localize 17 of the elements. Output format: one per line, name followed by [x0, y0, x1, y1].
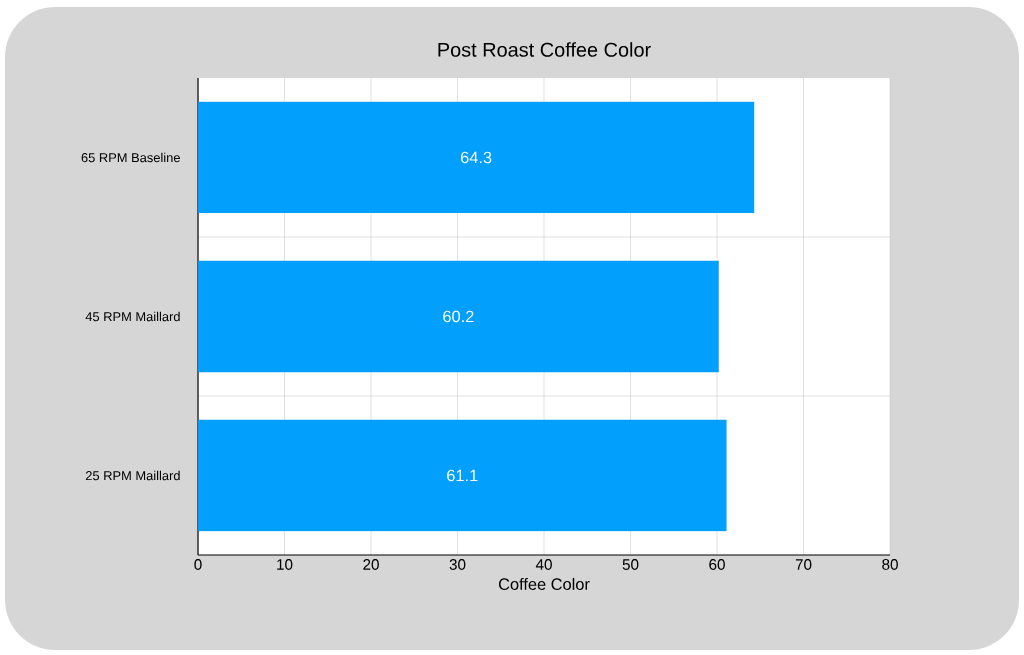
y-tick-label: 65 RPM Baseline [81, 152, 180, 163]
x-tick-label: 0 [194, 559, 202, 570]
x-tick-label: 50 [622, 559, 639, 570]
data-label: 60.2 [443, 310, 474, 323]
x-tick-label: 30 [449, 559, 466, 570]
x-tick-label: 10 [277, 559, 293, 570]
x-tick-label: 70 [795, 559, 812, 570]
x-tick-label: 60 [709, 559, 725, 570]
y-tick-label: 45 RPM Maillard [85, 311, 180, 322]
x-tick-label: 40 [535, 559, 552, 570]
chart-title: Post Roast Coffee Color [438, 42, 651, 57]
y-tick-label: 25 RPM Maillard [85, 470, 180, 481]
data-label: 64.3 [460, 151, 492, 164]
x-axis-title: Coffee Color [498, 577, 590, 590]
data-label: 61.1 [447, 469, 478, 482]
x-tick-label: 80 [882, 559, 898, 570]
x-tick-label: 20 [363, 559, 379, 570]
